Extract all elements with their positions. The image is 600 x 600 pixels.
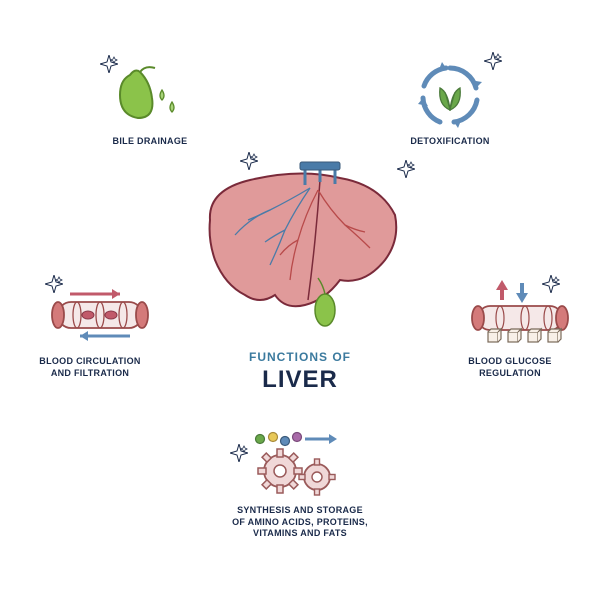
detox-icon xyxy=(410,60,490,130)
function-circulation: BLOOD CIRCULATION AND FILTRATION xyxy=(20,280,160,379)
circulation-label: BLOOD CIRCULATION AND FILTRATION xyxy=(20,356,160,379)
diagram-title: FUNCTIONS OF LIVER xyxy=(249,350,351,394)
infographic-container: FUNCTIONS OF LIVER BILE DRAINAGE xyxy=(0,0,600,600)
function-detox: DETOXIFICATION xyxy=(380,60,520,148)
glucose-icon xyxy=(470,280,550,350)
title-line1: FUNCTIONS OF xyxy=(249,350,351,364)
title-line2: LIVER xyxy=(249,366,351,394)
detox-label: DETOXIFICATION xyxy=(380,136,520,148)
bile-label: BILE DRAINAGE xyxy=(80,136,220,148)
synthesis-icon xyxy=(245,429,355,499)
synthesis-label: SYNTHESIS AND STORAGE OF AMINO ACIDS, PR… xyxy=(200,505,400,540)
liver-illustration xyxy=(190,160,410,340)
function-bile: BILE DRAINAGE xyxy=(80,60,220,148)
function-synthesis: SYNTHESIS AND STORAGE OF AMINO ACIDS, PR… xyxy=(200,429,400,540)
glucose-label: BLOOD GLUCOSE REGULATION xyxy=(440,356,580,379)
circulation-icon xyxy=(50,280,130,350)
bile-icon xyxy=(110,60,190,130)
function-glucose: BLOOD GLUCOSE REGULATION xyxy=(440,280,580,379)
